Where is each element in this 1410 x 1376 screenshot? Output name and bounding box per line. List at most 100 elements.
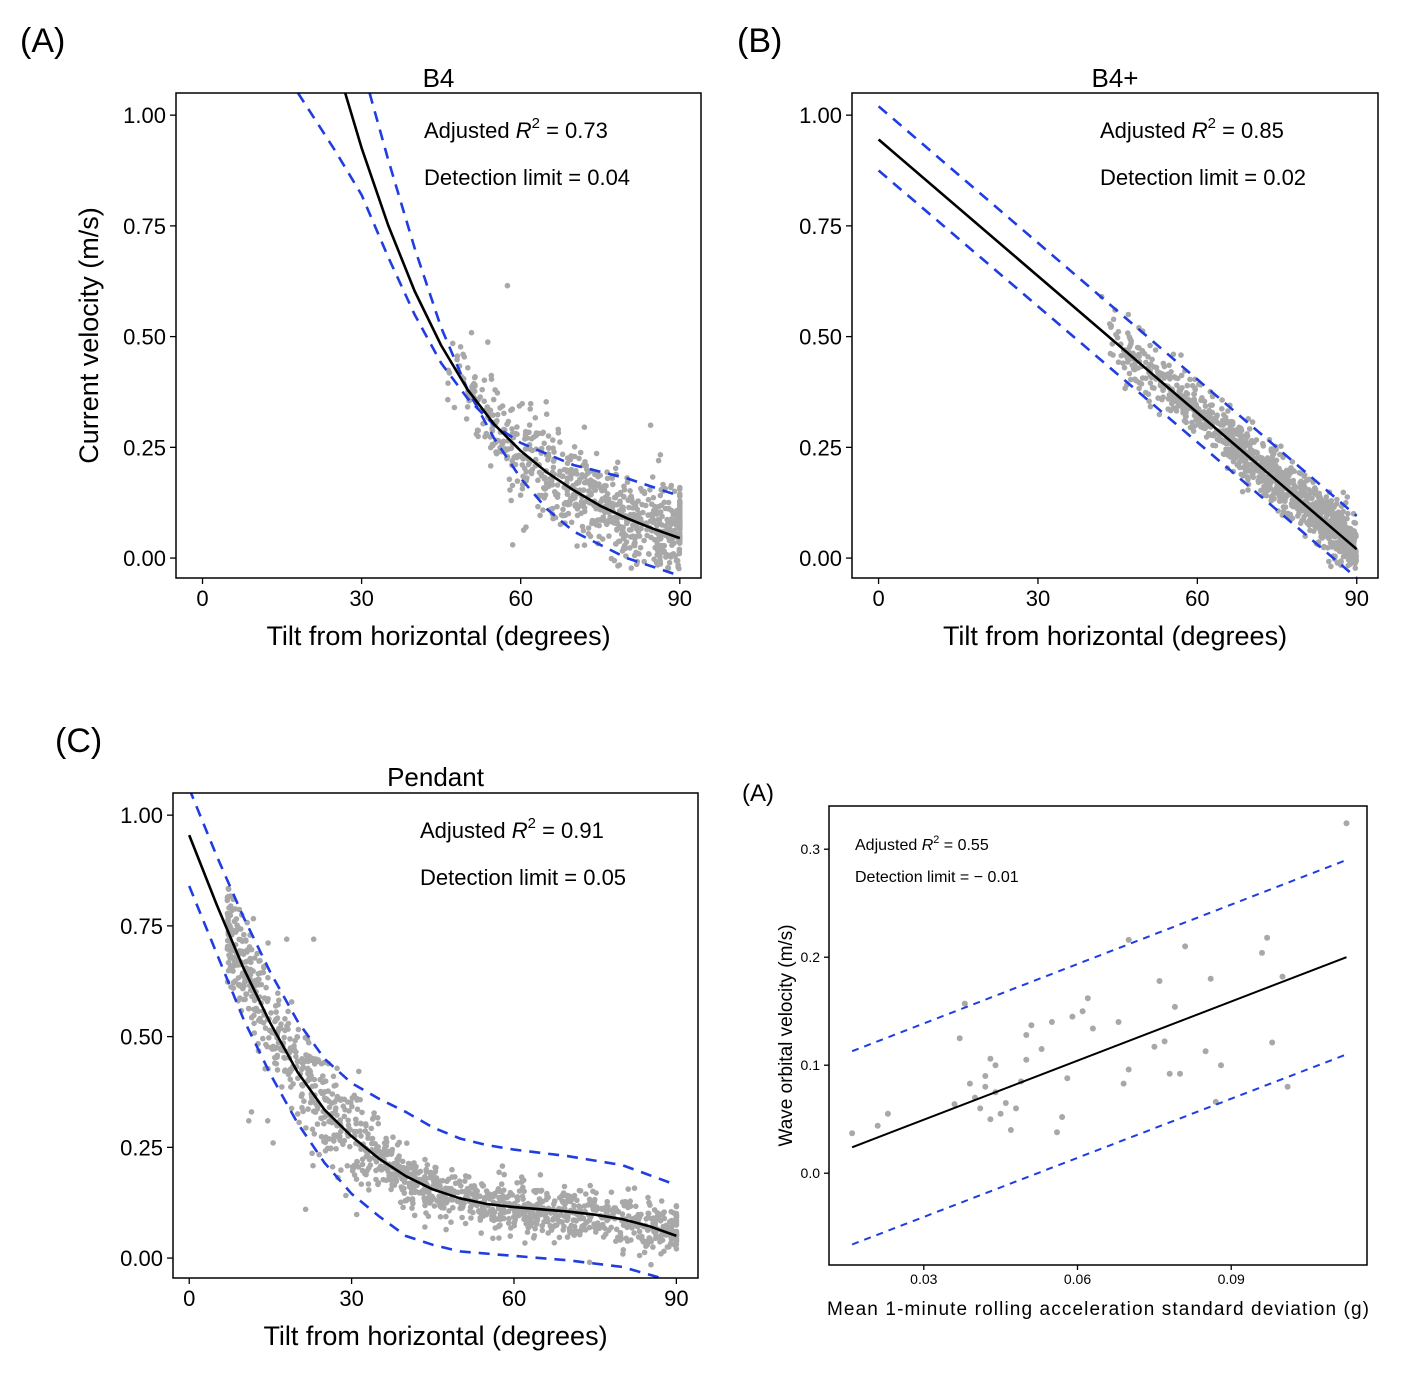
data-point bbox=[1352, 520, 1359, 526]
y-axis-label: Wave orbital velocity (m/s) bbox=[776, 924, 797, 1146]
data-point bbox=[645, 1210, 652, 1217]
data-point bbox=[572, 494, 578, 501]
data-point bbox=[540, 429, 547, 436]
data-point bbox=[491, 1209, 498, 1215]
data-point bbox=[617, 1235, 623, 1242]
data-point bbox=[236, 936, 242, 943]
data-point bbox=[524, 475, 530, 481]
data-point bbox=[281, 1034, 287, 1041]
data-point bbox=[1089, 1025, 1096, 1032]
panel-letter-b: (B) bbox=[737, 22, 783, 60]
data-point bbox=[508, 497, 514, 504]
data-point bbox=[1332, 514, 1339, 521]
data-point bbox=[520, 1209, 527, 1216]
data-point bbox=[496, 1169, 502, 1176]
data-point bbox=[559, 451, 566, 458]
data-point bbox=[251, 1020, 257, 1027]
data-point bbox=[1317, 529, 1324, 535]
x-tick-label: 90 bbox=[664, 1286, 688, 1311]
data-point bbox=[241, 931, 247, 938]
data-point bbox=[1229, 434, 1236, 440]
data-point bbox=[331, 1083, 338, 1089]
data-point bbox=[577, 1204, 583, 1210]
data-point bbox=[602, 1206, 608, 1213]
data-point bbox=[525, 1200, 531, 1207]
data-point bbox=[657, 452, 664, 458]
data-point bbox=[262, 1025, 269, 1031]
data-point bbox=[537, 1199, 543, 1206]
data-point bbox=[509, 542, 516, 548]
data-point bbox=[1138, 381, 1145, 387]
data-point bbox=[470, 1209, 476, 1216]
data-point bbox=[625, 1186, 631, 1192]
data-point bbox=[334, 1065, 340, 1072]
data-point bbox=[1054, 1129, 1060, 1136]
annotation-r2: Adjusted R2 = 0.73 bbox=[424, 115, 608, 143]
data-point bbox=[1177, 1070, 1183, 1077]
data-point bbox=[294, 1034, 301, 1040]
data-point bbox=[239, 972, 245, 979]
data-point bbox=[316, 1151, 323, 1158]
data-point bbox=[1178, 372, 1185, 379]
data-point bbox=[282, 1016, 288, 1022]
data-point bbox=[413, 1188, 420, 1195]
data-point bbox=[494, 411, 501, 418]
data-point bbox=[1267, 467, 1274, 474]
data-point bbox=[1229, 450, 1235, 456]
data-point bbox=[365, 1131, 371, 1137]
data-point bbox=[956, 1035, 963, 1042]
data-point bbox=[1007, 1127, 1014, 1133]
data-point bbox=[522, 436, 528, 442]
data-point bbox=[251, 1012, 257, 1019]
data-point bbox=[574, 1228, 580, 1235]
data-point bbox=[1262, 489, 1269, 495]
data-point bbox=[647, 422, 654, 429]
data-point bbox=[1344, 494, 1351, 500]
data-point bbox=[567, 474, 574, 481]
data-point bbox=[656, 560, 663, 566]
data-point bbox=[1121, 364, 1128, 371]
data-point bbox=[649, 515, 656, 521]
data-point bbox=[543, 411, 550, 418]
data-point bbox=[312, 1083, 319, 1089]
data-point bbox=[523, 1221, 529, 1227]
data-point bbox=[475, 427, 482, 434]
data-point bbox=[1177, 387, 1183, 393]
data-point bbox=[1166, 362, 1172, 369]
data-point bbox=[1309, 495, 1315, 502]
data-point bbox=[300, 1064, 307, 1071]
data-point bbox=[1328, 517, 1334, 524]
data-point bbox=[599, 487, 605, 494]
data-point bbox=[581, 508, 588, 515]
data-point bbox=[1259, 949, 1265, 956]
data-point bbox=[545, 453, 552, 460]
data-point bbox=[644, 532, 650, 539]
data-point bbox=[354, 1106, 361, 1112]
data-point bbox=[1184, 382, 1191, 389]
data-point bbox=[1160, 394, 1166, 401]
data-point bbox=[430, 1170, 437, 1177]
data-point bbox=[582, 498, 589, 505]
data-point bbox=[992, 1062, 999, 1069]
data-point bbox=[623, 1235, 629, 1242]
y-tick-label: 0.25 bbox=[799, 435, 842, 460]
data-point bbox=[603, 1231, 609, 1237]
data-point bbox=[1274, 467, 1280, 474]
data-point bbox=[501, 410, 507, 417]
data-point bbox=[459, 1188, 465, 1195]
data-point bbox=[494, 390, 501, 396]
data-point bbox=[439, 1177, 446, 1184]
data-point bbox=[631, 541, 637, 548]
data-point bbox=[581, 1222, 587, 1228]
x-tick-label: 90 bbox=[1345, 586, 1369, 611]
data-point bbox=[358, 1146, 364, 1152]
data-point bbox=[445, 396, 451, 403]
data-point bbox=[1271, 450, 1277, 457]
data-point bbox=[1028, 1022, 1035, 1029]
data-point bbox=[419, 1188, 426, 1194]
data-point bbox=[977, 1105, 984, 1112]
data-point bbox=[593, 1229, 599, 1235]
data-point bbox=[490, 1235, 496, 1242]
data-point bbox=[650, 494, 657, 501]
data-point bbox=[673, 1203, 680, 1210]
